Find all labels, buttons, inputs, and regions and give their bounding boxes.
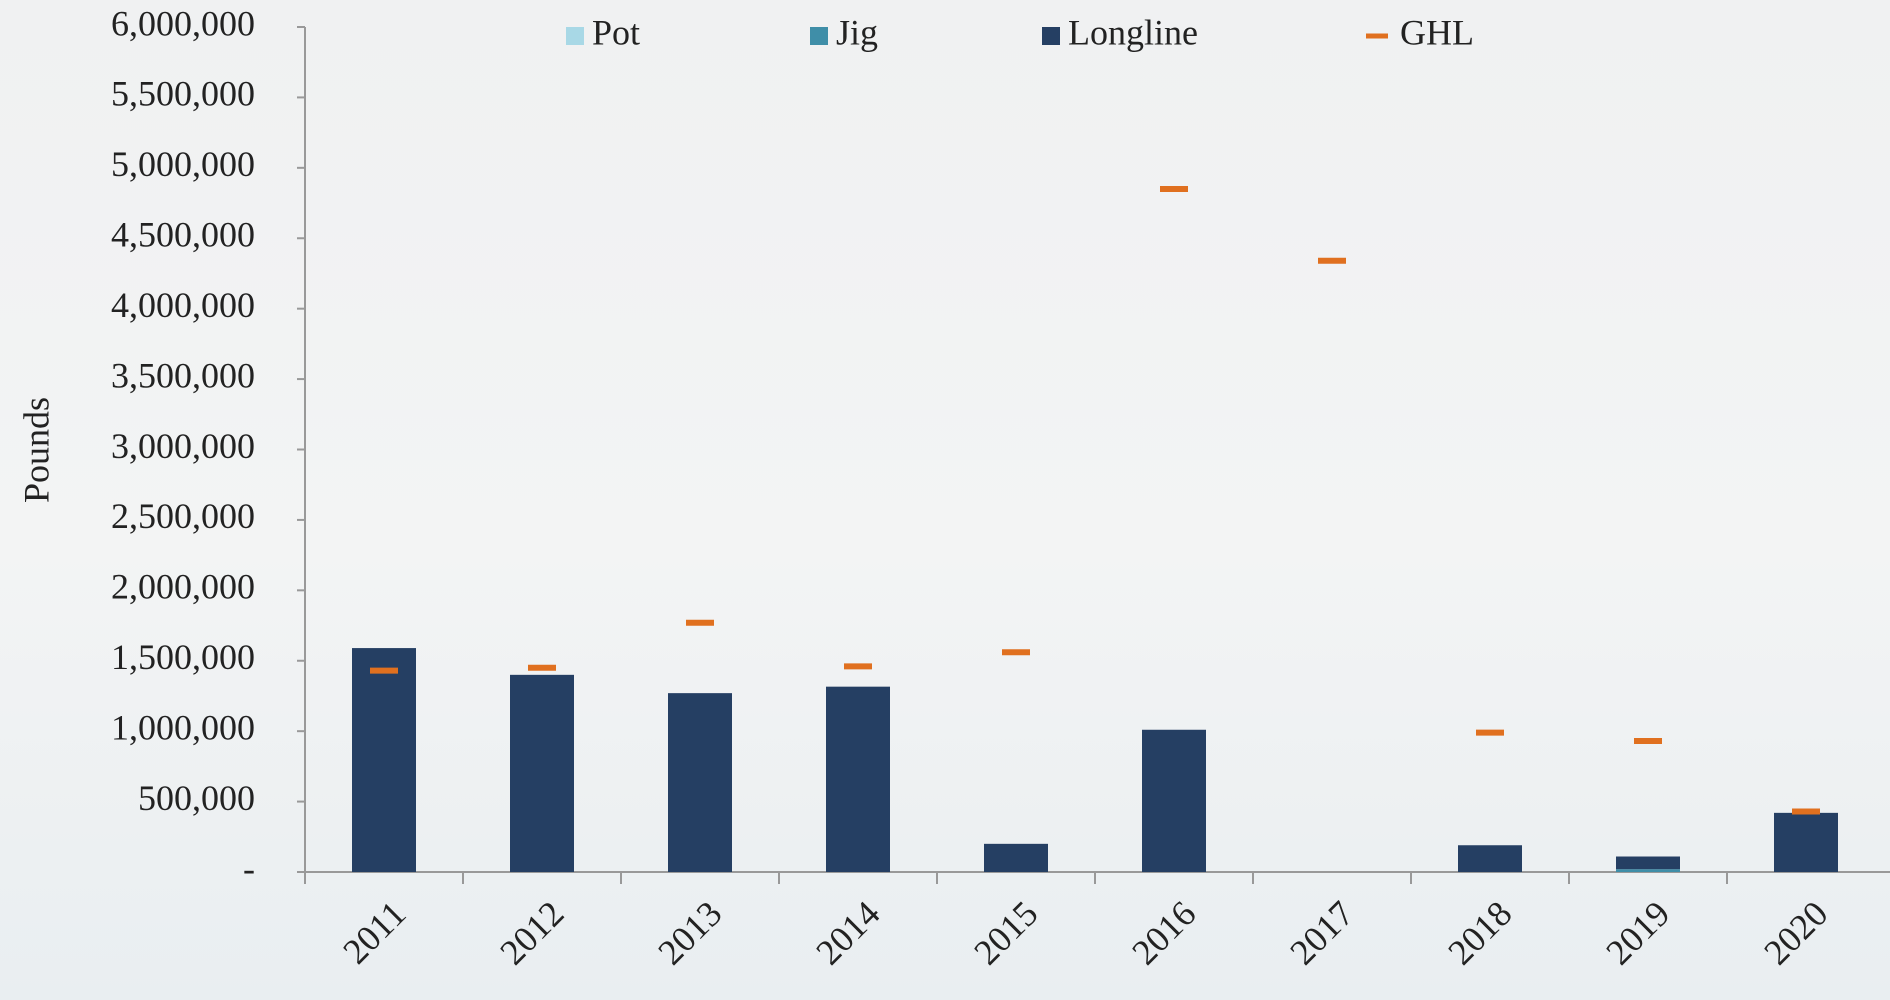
bar-segment <box>668 693 732 872</box>
chart: Pounds - 500,000 1,000,000 1,500,000 2,000,0… <box>0 0 1890 1000</box>
x-tick-label: 2020 <box>1756 893 1835 972</box>
y-tick-label: 5,000,000 <box>111 144 255 184</box>
x-tick-label: 2015 <box>966 893 1045 972</box>
y-tick-label: 500,000 <box>138 778 255 818</box>
page: Pounds - 500,000 1,000,000 1,500,000 2,000,0… <box>0 0 1890 1000</box>
y-tick-label: 6,000,000 <box>111 3 255 43</box>
y-tick-label: 5,500,000 <box>111 74 255 114</box>
y-tick-label: 2,500,000 <box>111 496 255 536</box>
bar-segment <box>1142 730 1206 872</box>
legend-swatch <box>810 27 828 45</box>
y-tick-label: - <box>243 848 255 888</box>
legend-swatch <box>1042 27 1060 45</box>
x-tick-label: 2018 <box>1440 893 1519 972</box>
legend-label: GHL <box>1400 12 1474 52</box>
legend-label: Jig <box>836 12 878 52</box>
bar-segment <box>352 648 416 872</box>
bar-segment <box>1774 813 1838 872</box>
x-tick-label: 2011 <box>335 893 413 971</box>
y-axis-label: Pounds <box>16 397 56 503</box>
y-tick-label: 3,000,000 <box>111 426 255 466</box>
legend-label: Longline <box>1068 12 1198 52</box>
bar-segment <box>984 844 1048 872</box>
y-tick-label: 4,500,000 <box>111 215 255 255</box>
x-tick-label: 2019 <box>1598 893 1677 972</box>
y-tick-label: 2,000,000 <box>111 567 255 607</box>
bar-segment <box>826 687 890 872</box>
x-tick-label: 2017 <box>1282 893 1361 972</box>
x-tick-label: 2016 <box>1124 893 1203 972</box>
y-tick-label: 1,000,000 <box>111 707 255 747</box>
bar-segment <box>1616 857 1680 870</box>
legend-swatch <box>566 27 584 45</box>
y-tick-label: 4,000,000 <box>111 285 255 325</box>
legend-label: Pot <box>592 12 640 52</box>
bar-segment <box>1616 869 1680 872</box>
y-tick-label: 1,500,000 <box>111 637 255 677</box>
bar-segment <box>1458 845 1522 872</box>
x-tick-label: 2013 <box>650 893 729 972</box>
x-tick-label: 2012 <box>492 893 571 972</box>
bar-segment <box>510 675 574 872</box>
y-tick-label: 3,500,000 <box>111 355 255 395</box>
x-tick-label: 2014 <box>808 893 887 972</box>
